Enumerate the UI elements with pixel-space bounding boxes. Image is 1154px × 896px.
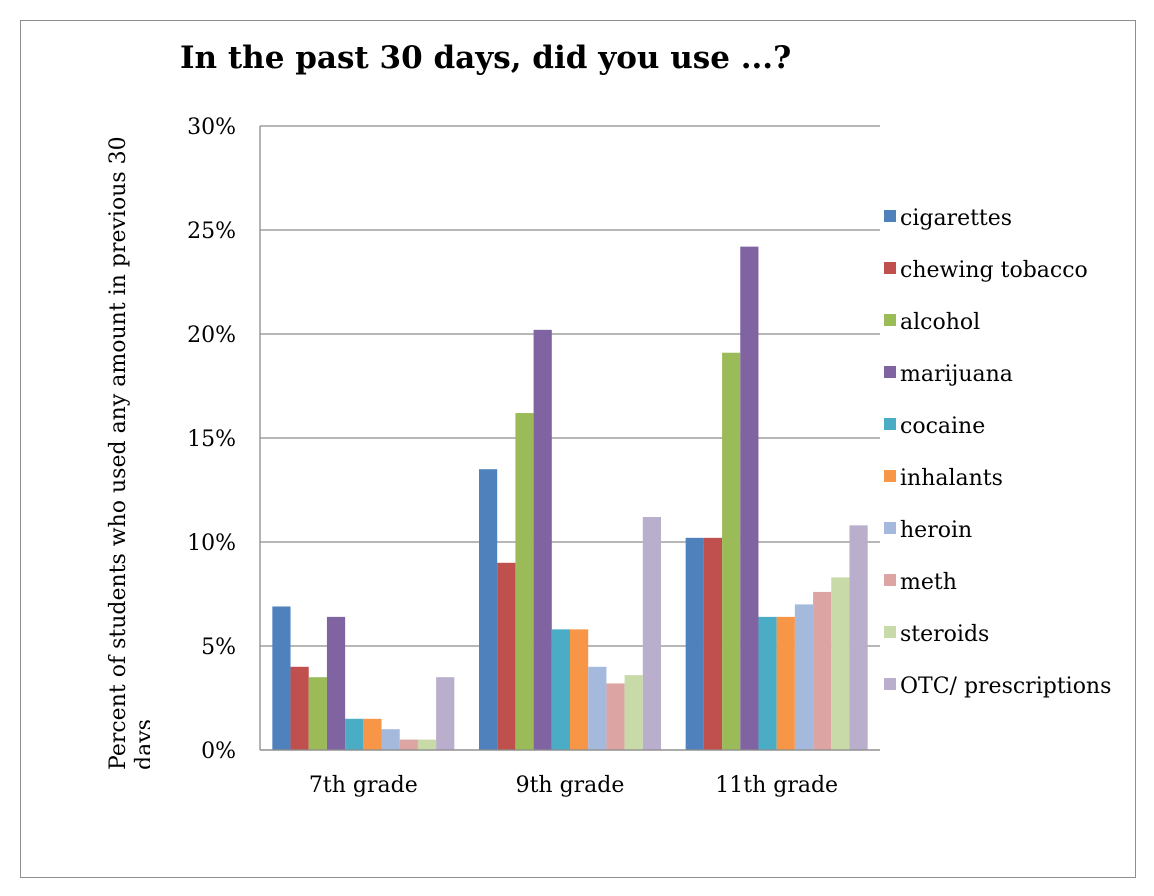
y-tick-label: 0% [201, 739, 236, 764]
bar [740, 246, 759, 750]
bar [722, 352, 741, 750]
y-tick-label: 10% [187, 531, 236, 556]
y-tick-label: 25% [187, 219, 236, 244]
x-tick-label: 9th grade [516, 773, 625, 798]
y-tick-label: 30% [187, 115, 236, 140]
x-tick-label: 7th grade [309, 773, 418, 798]
bar [345, 718, 364, 750]
bar [533, 329, 552, 750]
legend-swatch [884, 574, 896, 586]
bar [399, 739, 418, 750]
bar [624, 675, 643, 750]
legend-swatch [884, 678, 896, 690]
bar [642, 517, 661, 750]
y-tick-label: 20% [187, 323, 236, 348]
bar [588, 666, 607, 750]
bar [813, 591, 832, 750]
y-tick-label: 15% [187, 427, 236, 452]
legend-swatch [884, 366, 896, 378]
bar [794, 604, 814, 750]
legend-label: inhalants [900, 466, 1003, 491]
bar [776, 616, 795, 750]
bar [849, 525, 868, 750]
bar [436, 677, 455, 750]
bar [551, 629, 570, 750]
legend-swatch [884, 626, 896, 638]
bar [363, 718, 382, 750]
legend-label: chewing tobacco [900, 258, 1088, 283]
bar [272, 606, 291, 750]
bar [606, 683, 625, 750]
bar [758, 616, 777, 750]
legend-label: meth [900, 570, 957, 595]
legend-label: alcohol [900, 310, 980, 335]
bar [831, 577, 850, 750]
legend-label: OTC/ prescriptions [900, 674, 1111, 699]
x-tick-label: 11th grade [715, 773, 838, 798]
legend-swatch [884, 418, 896, 430]
bar [479, 469, 498, 750]
legend-label: marijuana [900, 362, 1013, 387]
bar [326, 616, 346, 750]
legend-label: cigarettes [900, 206, 1012, 231]
bar [308, 677, 327, 750]
legend-label: heroin [900, 518, 972, 543]
bar [417, 739, 437, 750]
bar [685, 537, 704, 750]
bar [703, 537, 723, 750]
bar [570, 629, 589, 750]
legend-swatch [884, 210, 896, 222]
bar [497, 562, 516, 750]
legend-swatch [884, 470, 896, 482]
legend-label: cocaine [900, 414, 985, 439]
legend-swatch [884, 314, 896, 326]
legend-swatch [884, 262, 896, 274]
legend-swatch [884, 522, 896, 534]
bar [381, 729, 400, 750]
bar [290, 666, 309, 750]
chart-title: In the past 30 days, did you use ...? [180, 40, 792, 76]
bar [515, 413, 534, 750]
legend-label: steroids [900, 622, 989, 647]
y-tick-label: 5% [201, 635, 236, 660]
